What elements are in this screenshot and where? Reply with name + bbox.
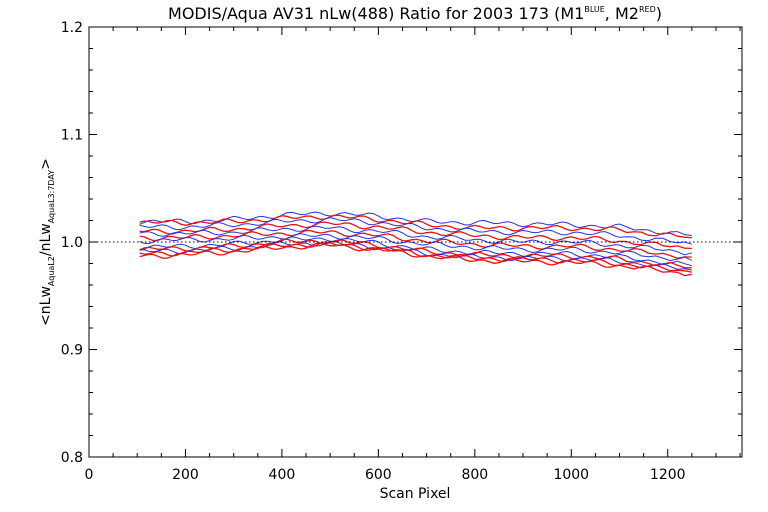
axis-ticks — [88, 26, 742, 458]
y-tick-label-2: 1.0 — [61, 235, 83, 251]
series-line-2 — [139, 214, 692, 239]
y-axis-label: <nLwAquaL2/nLwAquaL3:7DAY> — [38, 158, 56, 326]
x-tick-label-400: 400 — [269, 467, 296, 483]
series-line-4 — [139, 221, 692, 250]
title-mid: , M2 — [605, 4, 639, 23]
x-tick-label-200: 200 — [172, 467, 199, 483]
plot-frame — [88, 26, 743, 458]
x-tick-label-600: 600 — [365, 467, 392, 483]
axis-tick-labels: 0 200 400 600 800 1000 1200 0.8 0.9 1.0 1.1 1.2 — [61, 20, 686, 483]
y-tick-label-1: 0.9 — [61, 343, 83, 359]
series-line-7 — [139, 233, 693, 262]
title-m2-superscript: RED — [639, 5, 656, 14]
x-tick-label-800: 800 — [461, 467, 488, 483]
y-label-a-subscript: AquaL2 — [47, 256, 56, 286]
x-tick-label-1200: 1200 — [650, 467, 686, 483]
title-end: ) — [656, 4, 662, 23]
y-label-a: <nLw — [38, 286, 54, 326]
series-line-11 — [139, 241, 692, 273]
title-main: MODIS/Aqua AV31 nLw(488) Ratio for 2003 … — [168, 4, 584, 23]
series-line-5 — [139, 225, 692, 256]
y-tick-label-0: 0.8 — [61, 450, 83, 466]
series-lines — [139, 211, 693, 277]
y-label-b: /nLw — [38, 223, 54, 256]
y-label-c: > — [38, 158, 54, 170]
series-line-12 — [139, 242, 692, 277]
x-tick-label-0: 0 — [85, 467, 94, 483]
y-label-b-subscript: AquaL3:7DAY — [47, 170, 56, 224]
series-line-3 — [139, 217, 692, 245]
y-tick-label-3: 1.1 — [61, 128, 83, 144]
x-tick-label-1000: 1000 — [553, 467, 589, 483]
y-tick-label-4: 1.2 — [61, 20, 83, 36]
chart-title: MODIS/Aqua AV31 nLw(488) Ratio for 2003 … — [168, 4, 662, 23]
x-axis-label: Scan Pixel — [380, 486, 451, 502]
series-line-6 — [139, 229, 692, 259]
title-m1-superscript: BLUE — [584, 5, 604, 14]
